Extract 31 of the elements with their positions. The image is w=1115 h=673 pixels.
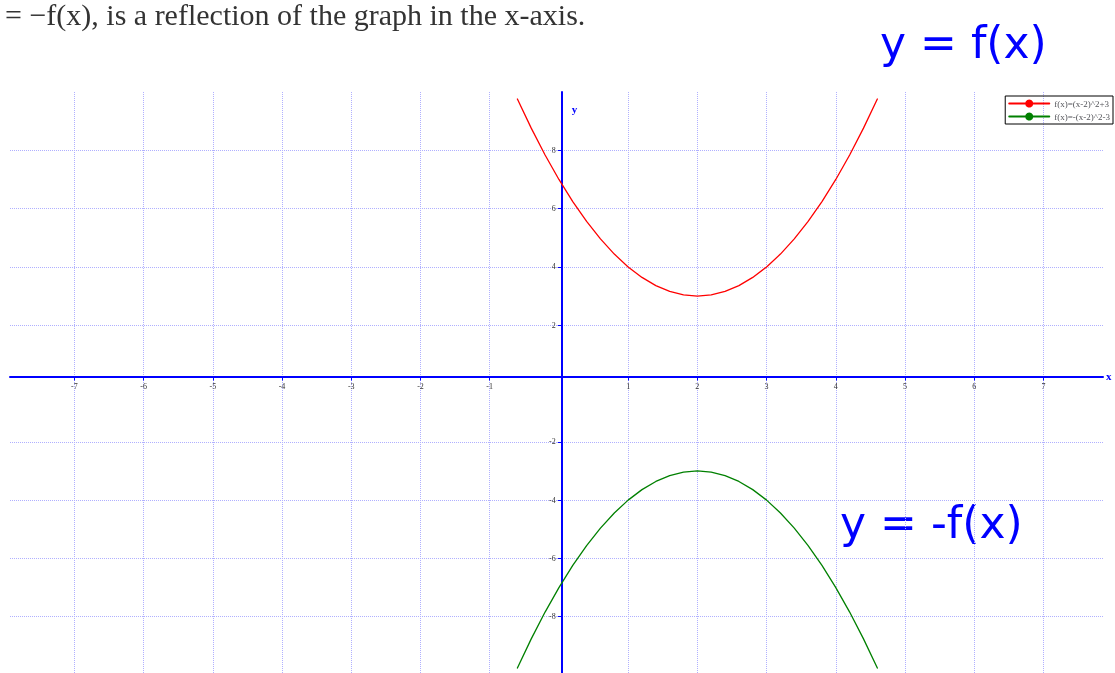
chart-title: = −f(x), is a reflection of the graph in the x-axis. [5, 0, 586, 32]
y-tick-label: 4 [551, 262, 556, 272]
y-tick-label: -6 [549, 553, 556, 563]
x-tick-label: -1 [486, 382, 494, 391]
y-tick-label: 8 [551, 145, 556, 155]
y-axis-title: y [571, 102, 578, 115]
y-tick-label: -2 [549, 437, 556, 447]
x-axis-title: x [1106, 370, 1112, 383]
text: y = f(x) [880, 16, 1047, 68]
annotation: y = -f(x) [840, 496, 1023, 548]
x-tick-label: 1 [626, 382, 631, 391]
y-tick-label: 2 [551, 320, 556, 330]
x-tick-label: -3 [347, 382, 355, 391]
line-series [516, 98, 878, 297]
x-tick-label: 6 [972, 382, 977, 391]
x-tick-label: 5 [903, 382, 908, 391]
x-tick-label: -4 [278, 382, 286, 391]
x-tick-label: 3 [764, 382, 769, 391]
x-tick-label: 4 [833, 382, 838, 391]
legend-label: f(x)=(x-2)^2+3 [1054, 98, 1110, 109]
y-tick-label: 6 [551, 204, 556, 214]
x-tick-label: 2 [695, 382, 700, 391]
y-tick-label: -4 [549, 495, 556, 505]
x-tick-label: -6 [140, 382, 147, 391]
x-tick-label: -2 [417, 382, 424, 391]
legend-label: f(x)=-(x-2)^2-3 [1054, 111, 1111, 122]
x-tick-label: -7 [71, 382, 78, 391]
x-tick-label: 7 [1041, 382, 1046, 391]
y-tick-label: -8 [549, 612, 556, 622]
x-tick-label: -5 [209, 382, 217, 391]
line-series [516, 470, 878, 669]
